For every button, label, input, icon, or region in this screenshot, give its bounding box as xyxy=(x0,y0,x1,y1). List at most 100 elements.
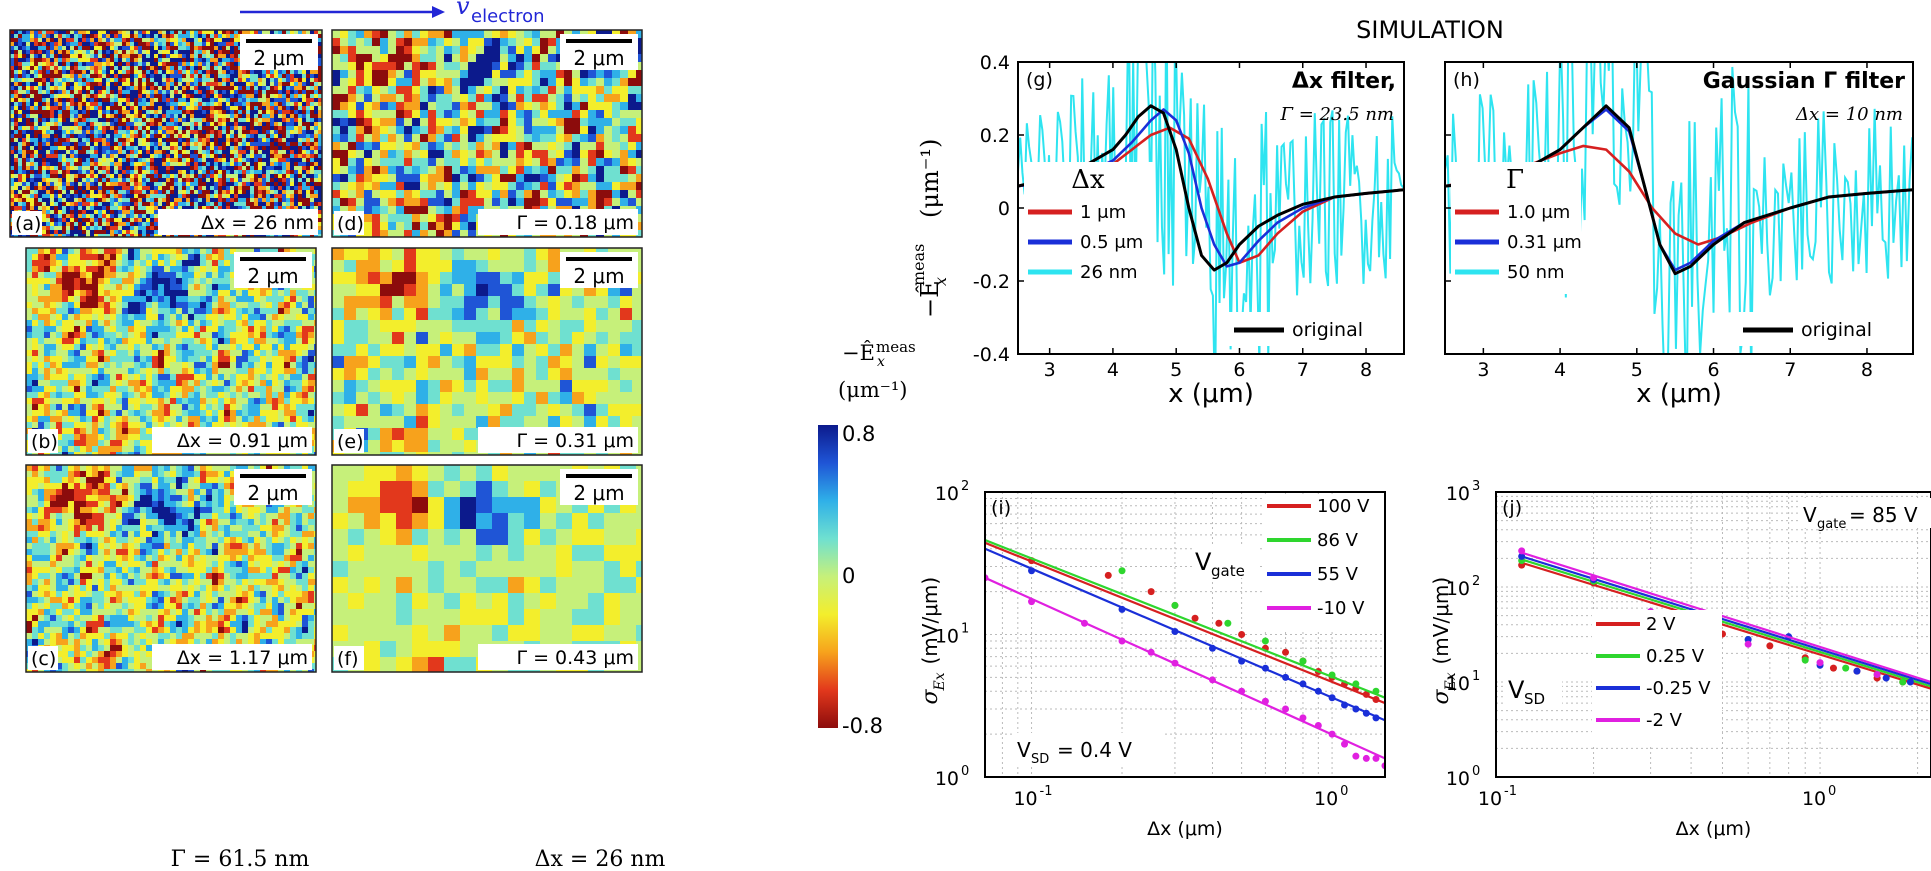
x-tick-label: 7 xyxy=(1784,359,1796,381)
data-point xyxy=(1328,671,1336,679)
legend-label: 86 V xyxy=(1317,530,1359,551)
param-box xyxy=(478,644,638,670)
legend-label: 1.0 μm xyxy=(1507,202,1570,223)
x-tick-label: 3 xyxy=(1044,359,1056,381)
colorbar-label-sub: x xyxy=(877,354,885,370)
data-point xyxy=(1873,670,1881,678)
x-tick-label: 8 xyxy=(1360,359,1372,381)
param-box xyxy=(158,209,318,235)
data-point xyxy=(1191,614,1199,622)
scale-bar-label: 2 μm xyxy=(573,481,624,505)
plot-frame xyxy=(1495,491,1931,778)
data-point xyxy=(1261,664,1269,672)
colorbar-label-main: −Ê xyxy=(842,341,875,365)
simulation-title: SIMULATION xyxy=(1356,16,1504,44)
map-pixels xyxy=(332,248,642,455)
y-tick-label: 10 xyxy=(935,768,959,790)
map-frame xyxy=(25,247,317,456)
x-tick-exponent: -1 xyxy=(1040,784,1053,799)
legend-title: Γ xyxy=(1506,165,1524,195)
panel-letter: (c) xyxy=(31,648,56,670)
y-tick-label: 10 xyxy=(1446,673,1470,695)
data-point xyxy=(1208,676,1216,684)
data-point xyxy=(1208,644,1216,652)
param-box xyxy=(152,644,312,670)
chart-i: 10 -1 10 010 010 110 2Δx (μm)σEx(mV/μm)(i) 100 … xyxy=(918,479,1386,840)
legend-label: -10 V xyxy=(1317,598,1365,619)
param-box xyxy=(478,427,638,453)
data-point xyxy=(1118,605,1126,613)
y-tick-label: 0.2 xyxy=(980,125,1010,147)
data-point xyxy=(1224,619,1232,627)
data-point xyxy=(1299,714,1307,722)
legend-label: -2 V xyxy=(1646,710,1683,731)
panel-letter-box xyxy=(334,646,364,670)
y-tick-exponent: 3 xyxy=(1472,479,1480,494)
x-tick-label: 10 xyxy=(1478,788,1502,810)
legend-title-box xyxy=(1195,544,1257,578)
annotation: V xyxy=(1803,503,1817,527)
param-label: Γ = 0.18 μm xyxy=(516,212,634,234)
data-point xyxy=(1328,694,1336,702)
y-tick-label: 0 xyxy=(998,198,1010,220)
right-column-caption: Δx = 26 nm xyxy=(535,847,666,871)
fit-0.25-V xyxy=(1521,558,1931,688)
legend-title-sub: SD xyxy=(1524,690,1545,708)
series-0.5-μm xyxy=(1018,108,1404,268)
panel-letter: (b) xyxy=(31,431,58,453)
panel-letter: (i) xyxy=(991,497,1011,519)
x-tick-label: 8 xyxy=(1861,359,1873,381)
chart-h: 3 4 5 6 7 8 x (μm) (h) Gaussian Γ filter Δx = 10 … xyxy=(1444,61,1914,409)
legend-label: 100 V xyxy=(1317,496,1370,517)
data-point xyxy=(1261,637,1269,645)
map-frame xyxy=(331,464,643,673)
plot-area xyxy=(985,539,1385,770)
y-label-main: −Ê xyxy=(915,280,944,318)
x-tick-label: 6 xyxy=(1707,359,1719,381)
data-point xyxy=(1215,619,1223,627)
velocity-subscript: electron xyxy=(471,6,545,27)
chart-subtitle: Δx = 10 nm xyxy=(1795,104,1903,125)
legend-label: 0.31 μm xyxy=(1507,232,1582,253)
y-tick-label: 10 xyxy=(1446,483,1470,505)
legend-label: 26 nm xyxy=(1080,262,1138,283)
legend-label: 55 V xyxy=(1317,564,1359,585)
x-axis-label: x (μm) xyxy=(1636,379,1722,409)
legend-label: 0.25 V xyxy=(1646,646,1705,667)
data-point xyxy=(1147,588,1155,596)
param-box xyxy=(152,427,312,453)
field-maps: 2 μm(a) Δx = 26 nm2 μm(b) Δx = 0.91 μm2 μm… xyxy=(9,29,643,673)
scale-bar-label: 2 μm xyxy=(253,46,304,70)
scale-bar-label: 2 μm xyxy=(573,264,624,288)
y-tick-label: 10 xyxy=(935,483,959,505)
data-point xyxy=(1590,574,1598,582)
chart-title: Gaussian Γ filter xyxy=(1703,69,1905,94)
scale-bar-label: 2 μm xyxy=(247,481,298,505)
y-label-units: (mV/μm) xyxy=(918,577,942,665)
param-box xyxy=(478,209,638,235)
y-tick-exponent: 1 xyxy=(1472,669,1480,684)
x-tick-label: 5 xyxy=(1170,359,1182,381)
annotation-value: = 0.4 V xyxy=(1057,738,1132,762)
data-point xyxy=(1238,657,1246,665)
data-point xyxy=(1080,619,1088,627)
annotation-sub: gate xyxy=(1817,517,1846,532)
map-panel-d: 2 μm (d) Γ = 0.18 μm xyxy=(331,29,643,238)
data-point xyxy=(1362,709,1370,717)
velocity-label: v xyxy=(456,0,470,20)
annotation-box xyxy=(1015,733,1165,765)
fit--0.25-V xyxy=(1521,555,1931,686)
data-point xyxy=(1362,690,1370,698)
fit-86-V xyxy=(985,539,1385,699)
legend-title: V xyxy=(1508,676,1525,704)
colorbar-mid-label: 0 xyxy=(842,564,855,588)
x-tick-label: 3 xyxy=(1477,359,1489,381)
y-label-sub: x xyxy=(931,277,950,286)
y-tick-exponent: 0 xyxy=(1472,764,1480,779)
data-point xyxy=(1352,705,1360,713)
param-label: Γ = 0.43 μm xyxy=(516,647,634,669)
plot-area xyxy=(1018,62,1404,354)
y-axis-label: σEx (mV/μm) xyxy=(1429,577,1459,705)
data-point xyxy=(1314,721,1322,729)
